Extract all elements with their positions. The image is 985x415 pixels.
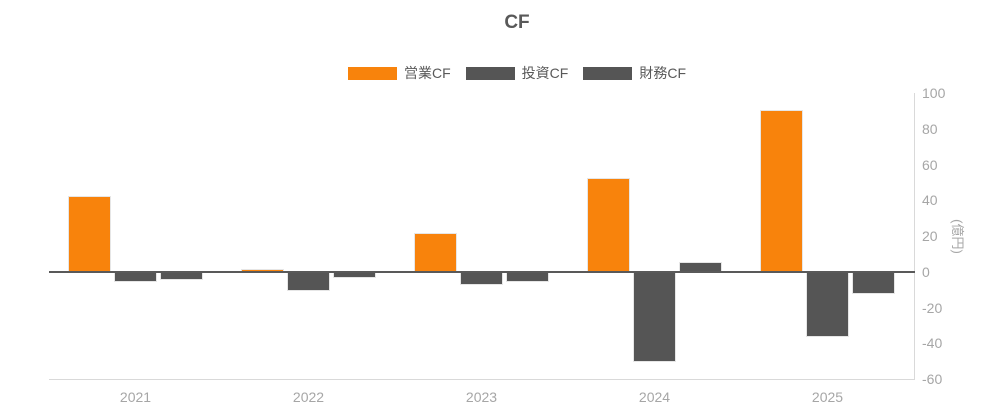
y-axis-unit: (億円)	[940, 93, 976, 379]
x-axis-label-2021: 2021	[119, 389, 152, 405]
y-axis-unit-label: (億円)	[949, 218, 965, 254]
legend-swatch-series3	[583, 66, 633, 80]
chart-legend: 営業CF 投資CF 財務CF	[49, 63, 985, 83]
bar-series1-2021	[68, 195, 111, 273]
bar-series2-2025	[806, 270, 849, 338]
y-tick-label-20: 20	[922, 228, 938, 244]
legend-label-series3: 財務CF	[639, 65, 686, 81]
legend-label-series1: 営業CF	[403, 65, 451, 81]
bar-series1-2024	[587, 177, 630, 273]
x-axis-label-2024: 2024	[638, 389, 671, 405]
bar-series3-2025	[852, 270, 895, 295]
legend-item-series3: 財務CF	[583, 63, 686, 83]
bar-series2-2021	[114, 270, 157, 282]
y-tick-label--20: -20	[922, 299, 943, 316]
bar-series3-2023	[506, 270, 549, 282]
x-axis-label-2025: 2025	[811, 389, 844, 405]
bar-series3-2024	[679, 261, 722, 273]
y-tick-label-40: 40	[922, 192, 938, 209]
y-tick-label-100: 100	[922, 85, 946, 101]
legend-label-series2: 投資CF	[521, 65, 569, 81]
x-axis-label-2022: 2022	[292, 389, 325, 405]
legend-swatch-series1	[347, 66, 397, 80]
bar-series1-2023	[414, 233, 457, 273]
bar-series3-2021	[160, 270, 203, 280]
legend-swatch-series2	[465, 66, 515, 80]
y-tick-label-0: 0	[922, 263, 930, 280]
bar-series2-2024	[633, 270, 676, 363]
bar-series1-2025	[760, 109, 803, 273]
y-tick-label--60: -60	[922, 371, 943, 387]
bar-series3-2022	[333, 270, 376, 279]
x-axis-label-2023: 2023	[465, 389, 498, 405]
legend-item-series2: 投資CF	[465, 63, 569, 83]
y-tick-label--40: -40	[922, 335, 943, 352]
zero-axis-line	[49, 270, 915, 273]
legend-item-series1: 営業CF	[347, 63, 451, 83]
y-tick-label-80: 80	[922, 120, 938, 137]
bar-series2-2022	[287, 270, 330, 291]
plot-area	[49, 93, 915, 380]
y-tick-label-60: 60	[922, 156, 938, 173]
chart-title: CF	[504, 12, 530, 33]
bar-series2-2023	[460, 270, 503, 286]
